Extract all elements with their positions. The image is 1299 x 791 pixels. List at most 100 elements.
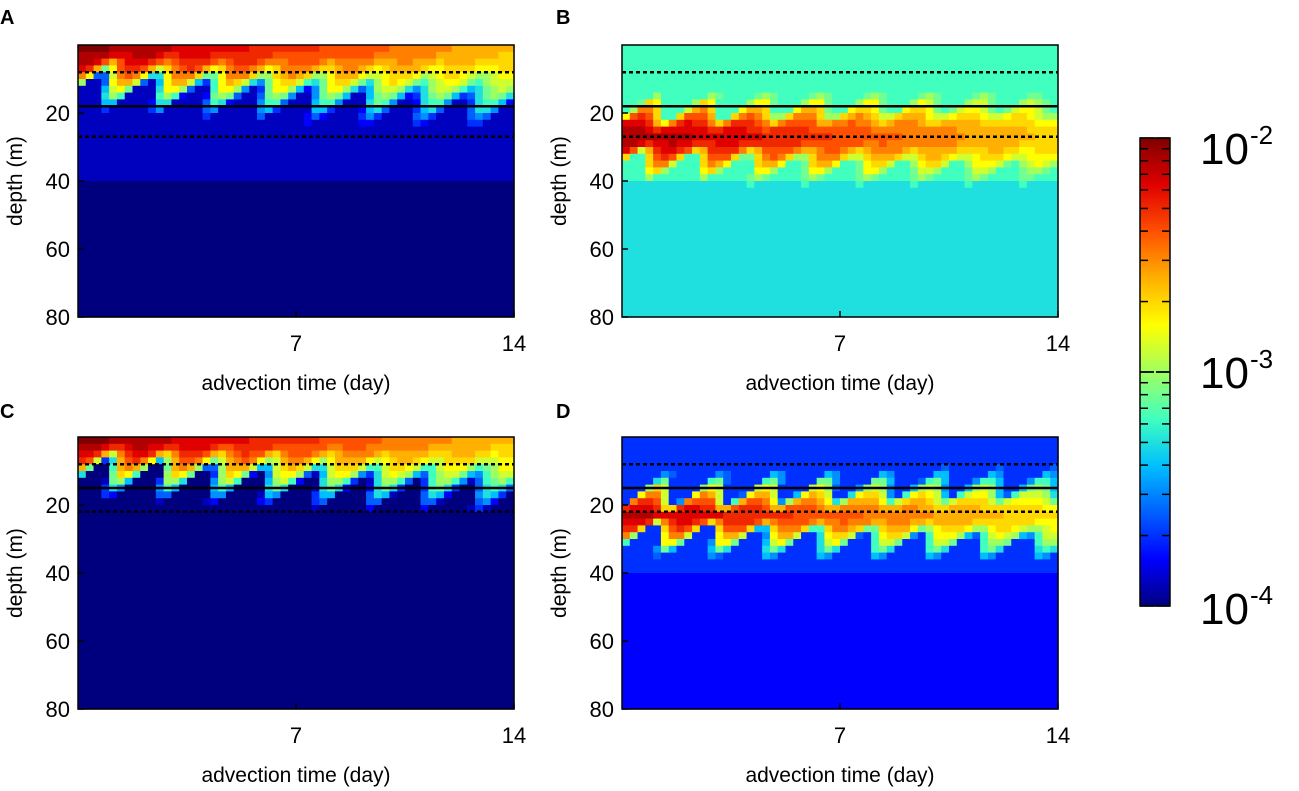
heatmap-cell [319,79,328,87]
heatmap-cell [78,269,87,277]
heatmap-cell [855,289,864,298]
heatmap-cell [995,208,1005,216]
heatmap-cell [148,58,157,66]
heatmap-cell [101,525,110,533]
heatmap-cell [738,160,748,168]
heatmap-cell [85,255,95,264]
heatmap-cell [202,126,211,134]
heatmap-cell [816,45,826,53]
heatmap-cell [116,51,126,60]
heatmap-cell [475,296,484,304]
heatmap-cell [218,208,227,216]
heatmap-cell [1042,221,1051,230]
heatmap-cell [350,140,359,148]
heatmap-cell [140,457,149,465]
heatmap-cell [233,187,243,196]
heatmap-cell [78,498,87,506]
heatmap-cell [731,153,740,162]
heatmap-cell [155,167,165,175]
heatmap-cell [311,283,320,291]
heatmap-cell [660,228,670,236]
heatmap-cell [1026,153,1036,162]
heatmap-cell [78,147,87,155]
heatmap-cell [738,242,748,250]
heatmap-cell [101,579,110,588]
heatmap-cell [949,79,958,87]
heatmap-cell [754,153,763,162]
heatmap-cell [296,228,305,236]
heatmap-cell [296,65,305,73]
heatmap-cell [1026,72,1036,80]
heatmap-cell [272,51,282,60]
heatmap-cell [894,99,903,107]
heatmap-cell [731,58,740,66]
heatmap-cell [132,99,141,107]
heatmap-cell [218,181,227,189]
heatmap-cell [801,187,810,196]
heatmap-cell [840,51,849,60]
heatmap-cell [769,221,779,230]
heatmap-cell [1003,201,1012,209]
heatmap-cell [668,106,678,114]
heatmap-cell [366,45,375,53]
heatmap-cell [1034,147,1044,155]
heatmap-cell [225,72,235,80]
heatmap-cell [366,276,375,284]
heatmap-cell [210,106,219,114]
heatmap-cell [777,167,787,175]
heatmap-cell [699,262,709,270]
heatmap-cell [832,58,841,66]
heatmap-cell [777,249,787,257]
heatmap-cell [629,92,639,100]
heatmap-cell [769,187,779,196]
heatmap-cell [498,249,507,257]
heatmap-cell [85,675,95,683]
y-tick-label: 40 [46,169,70,194]
heatmap-cell [373,160,383,168]
heatmap-cell [1050,140,1059,148]
heatmap-cell [202,85,211,94]
heatmap-cell [746,113,755,121]
heatmap-cell [78,579,87,588]
heatmap-cell [941,140,950,148]
heatmap-cell [257,140,266,148]
heatmap-cell [668,119,678,128]
heatmap-cell [1034,194,1044,202]
heatmap-cell [692,160,701,168]
heatmap-cell [428,215,437,223]
heatmap-cell [684,310,693,318]
heatmap-cell [980,303,989,311]
heatmap-cell [987,147,997,155]
heatmap-cell [109,607,118,615]
heatmap-cell [475,153,484,162]
heatmap-cell [319,147,328,155]
heatmap-cell [933,283,942,291]
heatmap-cell [163,160,173,168]
heatmap-cell [925,283,935,291]
heatmap-cell [451,119,461,128]
heatmap-cell [645,303,654,311]
heatmap-cell [109,187,118,196]
heatmap-cell [171,174,180,182]
heatmap-cell [987,310,997,318]
heatmap-cell [116,661,126,669]
heatmap-cell [241,228,250,236]
heatmap-cell [801,262,810,270]
heatmap-cell [171,283,180,291]
y-tick-label: 40 [590,169,614,194]
heatmap-cell [179,242,188,250]
heatmap-cell [109,688,118,696]
heatmap-cell [350,235,359,243]
heatmap-cell [824,228,833,236]
heatmap-cell [272,235,282,243]
heatmap-cell [660,283,670,291]
heatmap-cell [902,215,911,223]
heatmap-cell [116,525,126,533]
heatmap-cell [210,187,219,196]
heatmap-cell [707,235,717,243]
heatmap-cell [972,106,981,114]
heatmap-cell [684,113,693,121]
heatmap-cell [840,113,849,121]
heatmap-cell [490,242,500,250]
heatmap-cell [420,249,429,257]
